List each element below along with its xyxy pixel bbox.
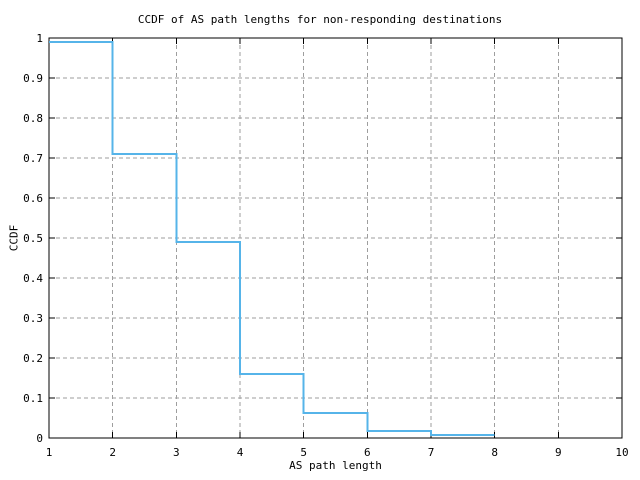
x-tick-label: 6 xyxy=(364,446,371,459)
x-tick-label: 2 xyxy=(109,446,116,459)
x-tick-label: 5 xyxy=(300,446,307,459)
y-tick-label: 0.5 xyxy=(23,231,43,245)
y-tick-label: 0.9 xyxy=(23,71,43,85)
x-tick-label: 1 xyxy=(45,446,53,459)
x-tick-label: 9 xyxy=(555,446,562,459)
y-tick-label: 0.7 xyxy=(23,151,43,165)
x-tick-label: 10 xyxy=(615,446,629,459)
x-axis-label: AS path length xyxy=(289,459,382,472)
x-tick-label: 4 xyxy=(236,446,244,459)
x-tick-label: 3 xyxy=(173,446,180,459)
y-tick-label: 0.1 xyxy=(23,391,43,405)
ccdf-step-line xyxy=(49,41,495,436)
plot-border xyxy=(48,37,623,439)
y-tick-label: 1 xyxy=(36,31,43,45)
y-tick-label: 0.4 xyxy=(23,271,43,285)
y-tick-label: 0.2 xyxy=(23,351,43,365)
chart-title: CCDF of AS path lengths for non-respondi… xyxy=(137,13,503,26)
y-tick-label: 0.6 xyxy=(23,191,43,205)
x-tick-label: 7 xyxy=(427,446,435,459)
y-tick-label: 0 xyxy=(36,431,43,445)
y-tick-label: 0.3 xyxy=(23,311,43,325)
x-tick-label: 8 xyxy=(491,446,498,459)
y-tick-label: 0.8 xyxy=(23,111,43,125)
